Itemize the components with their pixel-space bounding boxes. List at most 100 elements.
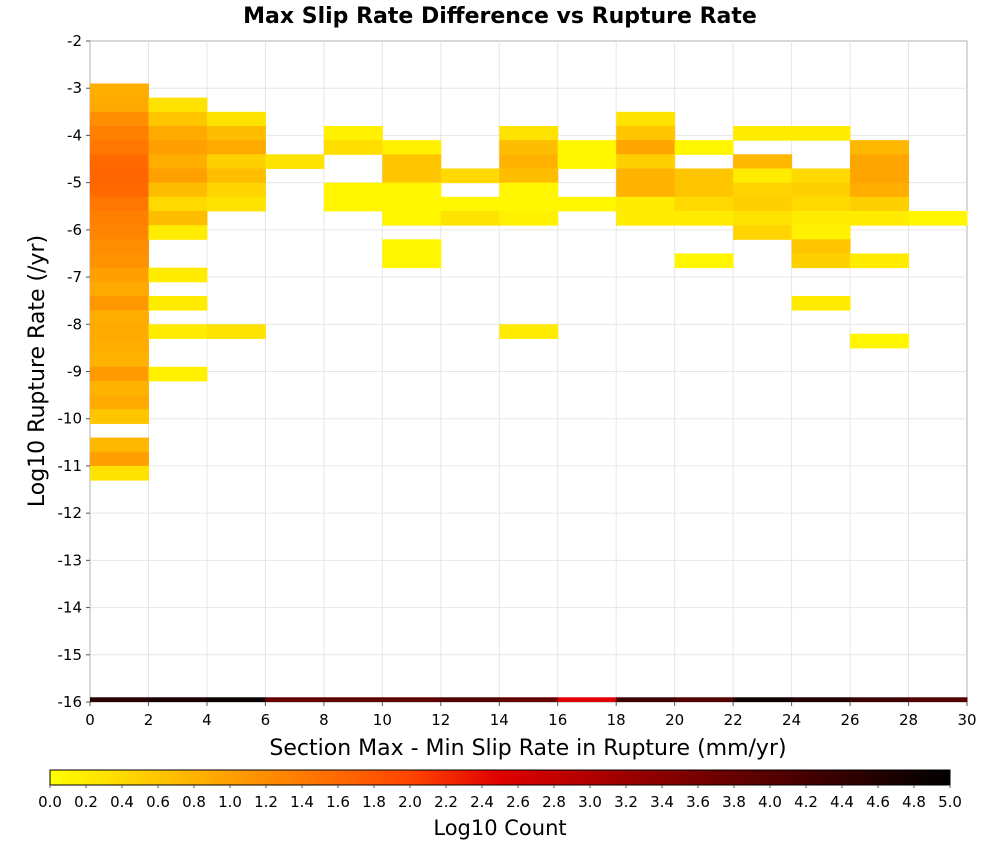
colorbar-tick-label: 1.8 xyxy=(362,793,386,811)
colorbar-tick-label: 3.8 xyxy=(722,793,746,811)
x-tick-label: 6 xyxy=(261,711,271,729)
heatmap-cell xyxy=(148,366,208,382)
x-tick-label: 14 xyxy=(490,711,509,729)
heatmap-cell xyxy=(850,182,910,198)
x-tick-label: 18 xyxy=(607,711,626,729)
heatmap-cell xyxy=(148,210,208,226)
y-tick-label: -9 xyxy=(67,363,82,381)
heatmap-cell xyxy=(148,97,208,113)
y-tick-label: -15 xyxy=(58,646,83,664)
colorbar-tick-label: 0.4 xyxy=(110,793,134,811)
heatmap-cell xyxy=(206,168,266,184)
colorbar-tick-label: 4.2 xyxy=(794,793,818,811)
colorbar-tick-label: 4.0 xyxy=(758,793,782,811)
heatmap-cell xyxy=(206,324,266,339)
heatmap-cell xyxy=(616,154,676,169)
heatmap-cell xyxy=(90,196,149,212)
x-tick-label: 16 xyxy=(548,711,567,729)
y-axis-title: Log10 Rupture Rate (/yr) xyxy=(25,235,50,507)
floor-cell xyxy=(265,697,325,702)
heatmap-cell xyxy=(674,182,734,198)
x-tick-label: 30 xyxy=(957,711,976,729)
colorbar-tick-label: 2.4 xyxy=(470,793,494,811)
x-tick-label: 12 xyxy=(431,711,450,729)
x-tick-label: 20 xyxy=(665,711,684,729)
heatmap-cell xyxy=(323,196,383,212)
heatmap-cell xyxy=(791,295,851,311)
heatmap-cell xyxy=(148,324,208,339)
heatmap-cell xyxy=(499,324,559,339)
heatmap-cell xyxy=(90,140,149,155)
floor-cell xyxy=(850,697,910,702)
heatmap-cell xyxy=(616,182,676,198)
heatmap-cell xyxy=(90,83,149,99)
heatmap-cell xyxy=(733,225,793,240)
heatmap-cell xyxy=(382,182,442,198)
heatmap-cell xyxy=(616,210,676,226)
heatmap-cell xyxy=(90,338,149,354)
heatmap-cell xyxy=(850,140,910,155)
heatmap-cell xyxy=(90,97,149,113)
y-tick-label: -12 xyxy=(58,504,83,522)
heatmap-cell xyxy=(382,154,442,169)
floor-cell xyxy=(733,697,793,702)
heatmap-cell xyxy=(90,395,149,410)
heatmap-cell xyxy=(382,239,442,254)
heatmap-cell xyxy=(90,380,149,396)
x-tick-label: 28 xyxy=(899,711,918,729)
heatmap-cell xyxy=(90,281,149,297)
heatmap-cell xyxy=(148,295,208,311)
heatmap-cell xyxy=(90,225,149,240)
heatmap-cell xyxy=(850,210,910,226)
colorbar-tick-label: 1.2 xyxy=(254,793,278,811)
y-axis-ticks: -2 -3 -4 -5 -6 -7 -8 -9 -10 -11 -12 -13 -14 -15 -16 xyxy=(58,32,90,711)
heatmap-cell xyxy=(148,168,208,184)
heatmap-cell xyxy=(791,225,851,240)
heatmap-cell xyxy=(850,253,910,269)
heatmap-cell xyxy=(148,182,208,198)
heatmap-cell xyxy=(791,253,851,269)
y-tick-label: -7 xyxy=(67,268,82,286)
heatmap-cell xyxy=(148,125,208,141)
colorbar-tick-label: 4.6 xyxy=(866,793,890,811)
heatmap-cell xyxy=(616,168,676,184)
heatmap-cell xyxy=(499,168,559,184)
heatmap-cell xyxy=(440,196,500,212)
heatmap-cell xyxy=(382,196,442,212)
heatmap-cell xyxy=(557,140,617,155)
heatmap-cell xyxy=(90,125,149,141)
heatmap-cell xyxy=(206,140,266,155)
heatmap-cell xyxy=(499,154,559,169)
heatmap-cell xyxy=(206,196,266,212)
heatmap-cell xyxy=(733,154,793,169)
heatmap-cell xyxy=(148,111,208,127)
heatmap-cell xyxy=(674,168,734,184)
heatmap-cell xyxy=(90,111,149,127)
heatmap-cell xyxy=(90,253,149,269)
heatmap-cell xyxy=(148,140,208,155)
heatmap-cell xyxy=(90,295,149,311)
heatmap-cell xyxy=(382,210,442,226)
colorbar-tick-label: 4.8 xyxy=(902,793,926,811)
floor-cell xyxy=(440,697,500,702)
colorbar-tick-label: 3.2 xyxy=(614,793,638,811)
heatmap-cell xyxy=(733,168,793,184)
colorbar-tick-label: 3.4 xyxy=(650,793,674,811)
chart-title: Max Slip Rate Difference vs Rupture Rate xyxy=(243,4,757,29)
heatmap-cell xyxy=(90,409,149,424)
heatmap-cell xyxy=(616,125,676,141)
colorbar-tick-label: 1.0 xyxy=(218,793,242,811)
x-tick-label: 8 xyxy=(319,711,329,729)
y-tick-label: -10 xyxy=(58,410,83,428)
floor-cell xyxy=(206,697,266,702)
heatmap-cell xyxy=(733,210,793,226)
colorbar-tick-label: 3.0 xyxy=(578,793,602,811)
heatmap-cell xyxy=(90,154,149,169)
heatmap-cell xyxy=(616,196,676,212)
colorbar xyxy=(49,769,951,786)
y-tick-label: -6 xyxy=(67,221,82,239)
floor-cell xyxy=(90,697,149,702)
heatmap-cell xyxy=(206,111,266,127)
